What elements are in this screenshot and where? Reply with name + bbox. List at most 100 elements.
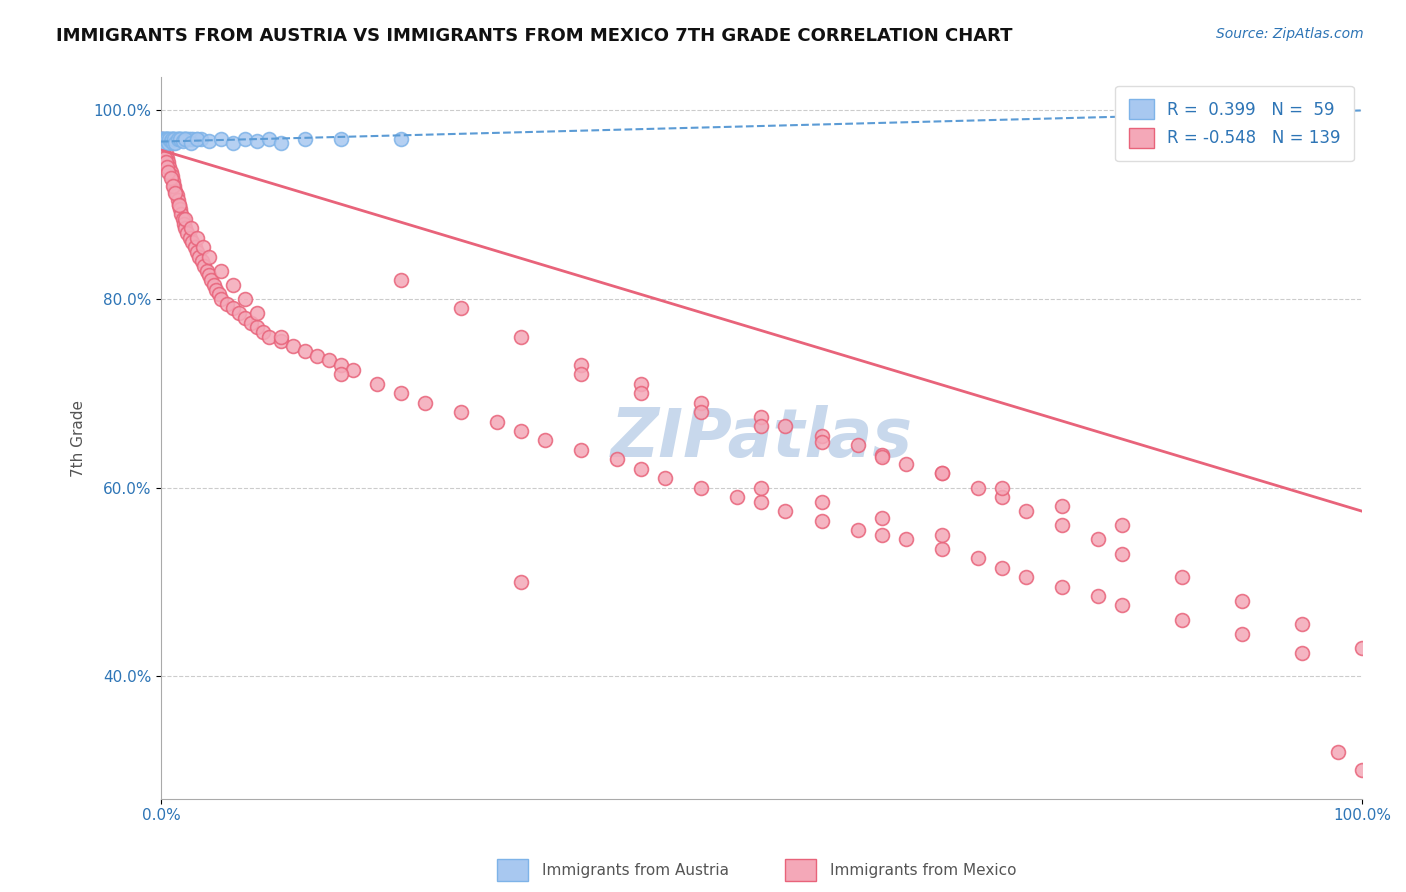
- Point: [330, 358, 353, 372]
- Point: [162, 178, 184, 193]
- Point: [205, 283, 228, 297]
- Point: [198, 134, 221, 148]
- Point: [202, 277, 225, 292]
- Point: [725, 490, 748, 504]
- Point: [174, 211, 197, 226]
- Text: Immigrants from Mexico: Immigrants from Mexico: [831, 863, 1017, 878]
- Point: [1291, 646, 1313, 660]
- Point: [174, 132, 197, 146]
- Point: [450, 301, 472, 316]
- Point: [173, 217, 195, 231]
- Point: [246, 320, 269, 334]
- Point: [193, 259, 215, 273]
- Point: [180, 136, 202, 151]
- Point: [1291, 617, 1313, 632]
- Text: Immigrants from Austria: Immigrants from Austria: [543, 863, 730, 878]
- Point: [222, 277, 245, 292]
- Point: [152, 132, 174, 146]
- Point: [228, 306, 250, 320]
- Point: [198, 268, 221, 283]
- Point: [167, 132, 190, 146]
- Point: [1015, 504, 1038, 518]
- Point: [1327, 745, 1350, 759]
- Point: [200, 273, 222, 287]
- Text: ZIPatlas: ZIPatlas: [610, 405, 912, 471]
- Point: [176, 226, 198, 240]
- Point: [186, 132, 208, 146]
- Point: [157, 155, 180, 169]
- Point: [966, 481, 988, 495]
- Point: [174, 132, 197, 146]
- Point: [150, 132, 173, 146]
- Point: [162, 132, 184, 146]
- Point: [156, 160, 179, 174]
- Point: [775, 419, 797, 434]
- Point: [163, 132, 186, 146]
- Point: [153, 136, 176, 150]
- Point: [330, 132, 353, 146]
- Point: [751, 409, 773, 424]
- Point: [162, 136, 184, 150]
- Point: [166, 132, 188, 146]
- Point: [510, 574, 533, 589]
- Point: [166, 132, 188, 146]
- Point: [186, 132, 208, 146]
- Point: [281, 339, 304, 353]
- Point: [252, 325, 274, 339]
- Point: [169, 202, 191, 217]
- Point: [166, 193, 188, 207]
- Point: [1050, 500, 1073, 514]
- Point: [152, 145, 174, 160]
- Point: [215, 297, 238, 311]
- Point: [169, 132, 191, 146]
- Point: [155, 132, 177, 146]
- Point: [162, 174, 184, 188]
- Point: [630, 376, 652, 391]
- Point: [172, 134, 194, 148]
- Point: [294, 132, 316, 146]
- Point: [150, 141, 173, 155]
- Point: [870, 510, 893, 524]
- Point: [162, 132, 184, 146]
- Point: [389, 273, 412, 287]
- Point: [1351, 640, 1374, 655]
- Point: [166, 188, 188, 202]
- Point: [172, 132, 194, 146]
- Point: [931, 467, 953, 481]
- Point: [209, 264, 232, 278]
- Point: [1050, 518, 1073, 533]
- Point: [630, 386, 652, 401]
- Point: [155, 155, 177, 169]
- Point: [174, 221, 197, 235]
- Point: [486, 415, 509, 429]
- Point: [870, 448, 893, 462]
- Point: [690, 405, 713, 419]
- Point: [169, 132, 191, 146]
- Point: [366, 376, 388, 391]
- Point: [1015, 570, 1038, 584]
- Point: [180, 221, 202, 235]
- Point: [152, 132, 174, 146]
- Point: [810, 435, 832, 450]
- Point: [209, 132, 232, 146]
- Point: [1111, 547, 1133, 561]
- Point: [188, 250, 211, 264]
- Point: [810, 514, 832, 528]
- Point: [167, 198, 190, 212]
- Point: [654, 471, 676, 485]
- Point: [170, 132, 193, 146]
- Point: [195, 264, 218, 278]
- Point: [173, 132, 195, 146]
- Point: [330, 368, 353, 382]
- Point: [270, 136, 292, 150]
- Point: [191, 240, 214, 254]
- Point: [159, 132, 181, 146]
- Point: [257, 330, 280, 344]
- Point: [846, 438, 869, 452]
- Point: [157, 132, 180, 146]
- Point: [534, 434, 557, 448]
- Point: [222, 301, 245, 316]
- Point: [160, 169, 183, 184]
- Point: [870, 450, 893, 465]
- Point: [1111, 599, 1133, 613]
